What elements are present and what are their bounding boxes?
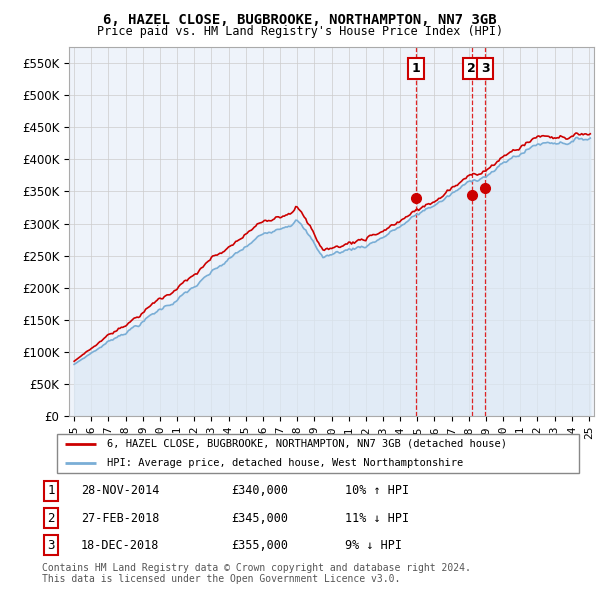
Text: 1: 1 [47,484,55,497]
FancyBboxPatch shape [56,434,580,473]
Text: This data is licensed under the Open Government Licence v3.0.: This data is licensed under the Open Gov… [42,574,400,584]
Text: £340,000: £340,000 [231,484,288,497]
Text: 3: 3 [481,62,490,75]
Text: £355,000: £355,000 [231,539,288,552]
Text: 2: 2 [467,62,476,75]
Text: 3: 3 [47,539,55,552]
Text: Contains HM Land Registry data © Crown copyright and database right 2024.: Contains HM Land Registry data © Crown c… [42,563,471,573]
Text: 6, HAZEL CLOSE, BUGBROOKE, NORTHAMPTON, NN7 3GB (detached house): 6, HAZEL CLOSE, BUGBROOKE, NORTHAMPTON, … [107,438,507,448]
Text: 1: 1 [412,62,420,75]
Text: HPI: Average price, detached house, West Northamptonshire: HPI: Average price, detached house, West… [107,458,463,468]
Text: £345,000: £345,000 [231,512,288,525]
Text: 10% ↑ HPI: 10% ↑ HPI [345,484,409,497]
Text: 9% ↓ HPI: 9% ↓ HPI [345,539,402,552]
Text: Price paid vs. HM Land Registry's House Price Index (HPI): Price paid vs. HM Land Registry's House … [97,25,503,38]
Text: 6, HAZEL CLOSE, BUGBROOKE, NORTHAMPTON, NN7 3GB: 6, HAZEL CLOSE, BUGBROOKE, NORTHAMPTON, … [103,13,497,27]
Text: 27-FEB-2018: 27-FEB-2018 [81,512,160,525]
Text: 28-NOV-2014: 28-NOV-2014 [81,484,160,497]
Text: 11% ↓ HPI: 11% ↓ HPI [345,512,409,525]
Text: 2: 2 [47,512,55,525]
Text: 18-DEC-2018: 18-DEC-2018 [81,539,160,552]
